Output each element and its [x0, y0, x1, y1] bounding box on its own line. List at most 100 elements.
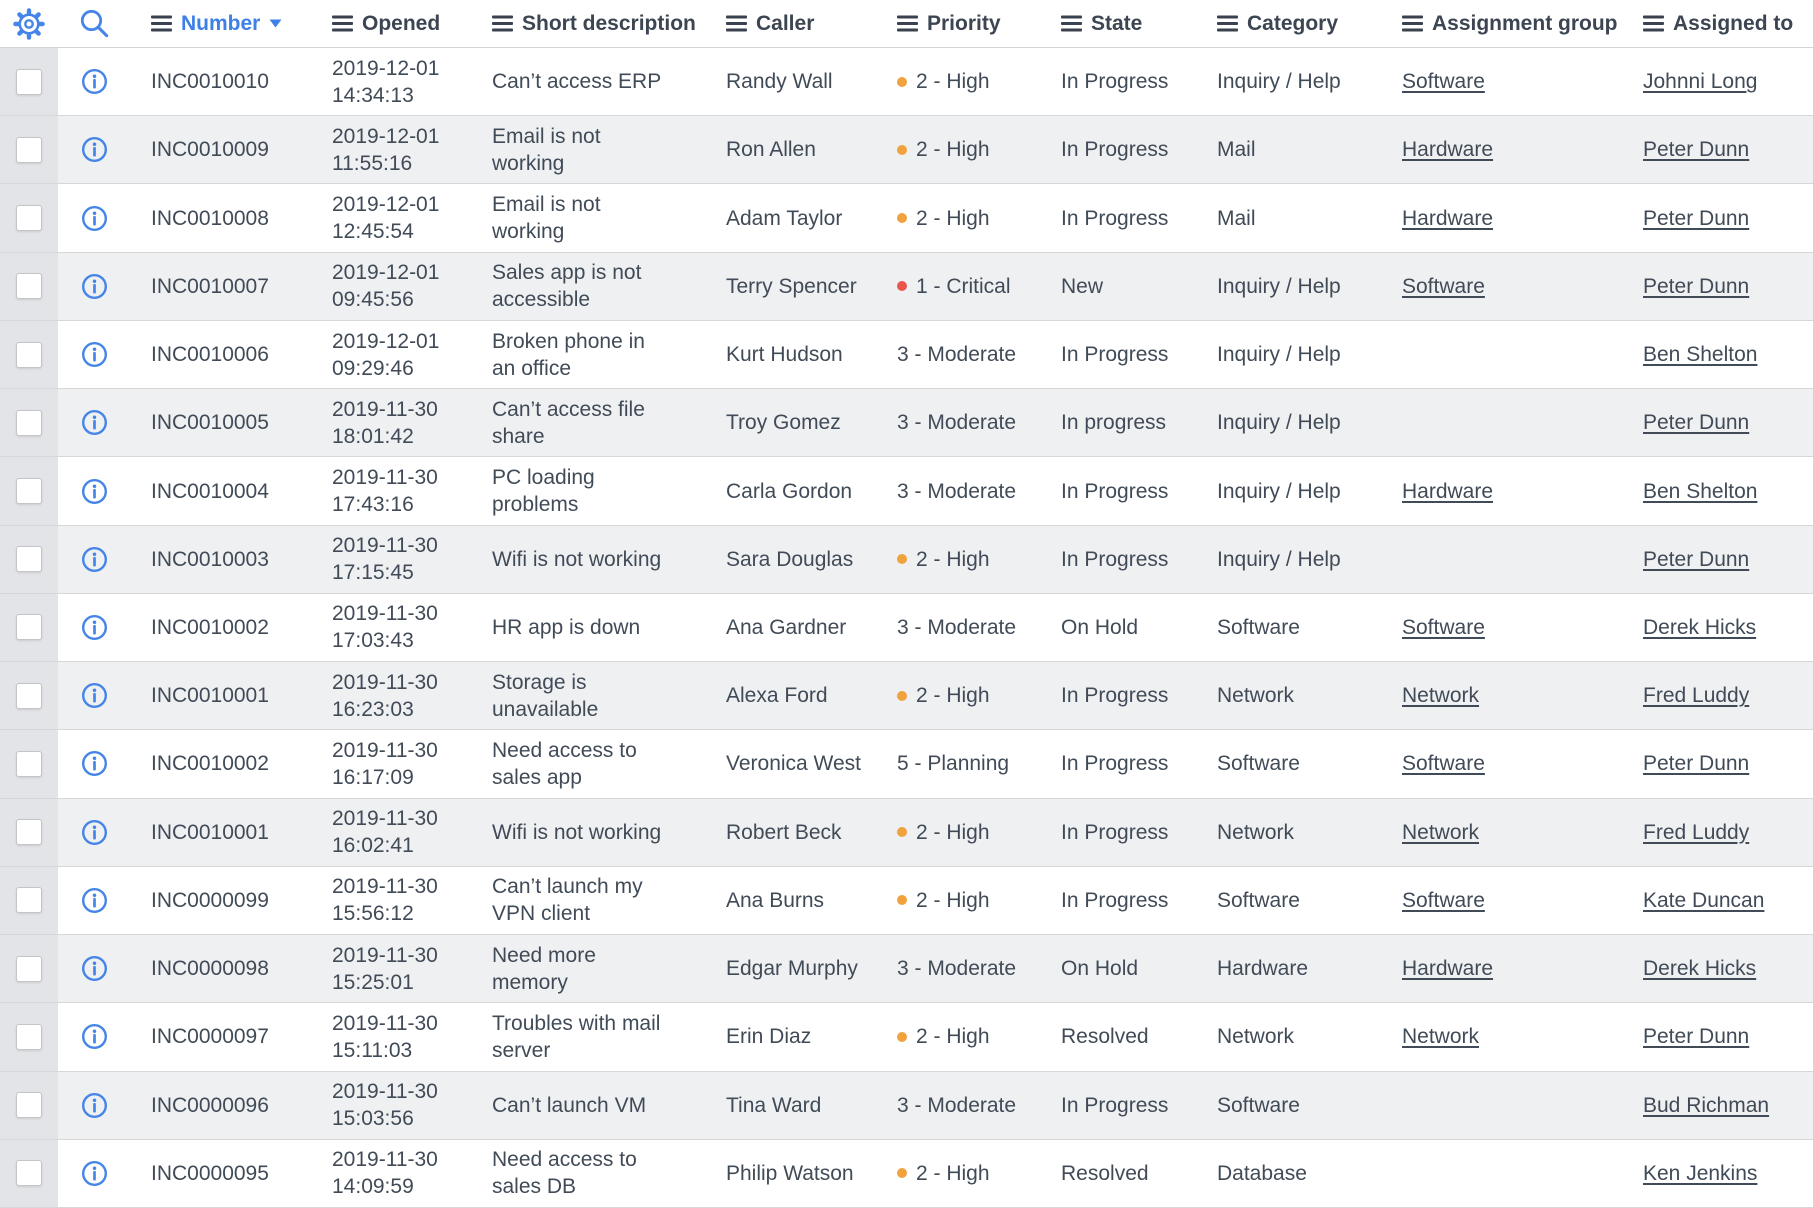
- number-cell[interactable]: INC0000098: [151, 957, 269, 981]
- row-checkbox[interactable]: [16, 273, 42, 300]
- assigned-to-link[interactable]: Fred Luddy: [1643, 820, 1750, 844]
- row-checkbox[interactable]: [16, 205, 42, 232]
- assigned-to-link[interactable]: Ben Shelton: [1643, 479, 1758, 503]
- column-menu-icon[interactable]: [1402, 15, 1423, 32]
- column-header-caller[interactable]: Caller: [702, 0, 874, 47]
- number-cell[interactable]: INC0010003: [151, 547, 269, 571]
- number-cell[interactable]: INC0000095: [151, 1161, 269, 1185]
- assignment-group-link[interactable]: Network: [1402, 684, 1480, 708]
- info-circle-icon[interactable]: [80, 954, 109, 983]
- assigned-to-link[interactable]: Peter Dunn: [1643, 206, 1750, 230]
- row-checkbox[interactable]: [16, 1160, 42, 1187]
- info-circle-icon[interactable]: [80, 818, 109, 847]
- assigned-to-link[interactable]: Peter Dunn: [1643, 752, 1750, 776]
- row-checkbox[interactable]: [16, 819, 42, 846]
- column-menu-icon[interactable]: [332, 15, 353, 32]
- info-circle-icon[interactable]: [80, 204, 109, 233]
- assigned-to-link[interactable]: Peter Dunn: [1643, 411, 1750, 435]
- row-checkbox[interactable]: [16, 955, 42, 982]
- row-checkbox[interactable]: [16, 478, 42, 505]
- row-checkbox[interactable]: [16, 136, 42, 163]
- info-circle-icon[interactable]: [80, 749, 109, 778]
- assignment-group-link[interactable]: Hardware: [1402, 957, 1494, 981]
- info-circle-icon[interactable]: [80, 1159, 109, 1188]
- column-menu-icon[interactable]: [726, 15, 747, 32]
- info-circle-icon[interactable]: [80, 545, 109, 574]
- column-menu-icon[interactable]: [151, 15, 172, 32]
- info-circle-icon[interactable]: [80, 1091, 109, 1120]
- assigned-to-link[interactable]: Bud Richman: [1643, 1093, 1770, 1117]
- assignment-group-link[interactable]: Network: [1402, 820, 1480, 844]
- column-header-assignment_group[interactable]: Assignment group: [1378, 0, 1618, 47]
- assigned-to-link[interactable]: Peter Dunn: [1643, 138, 1750, 162]
- column-menu-icon[interactable]: [1061, 15, 1082, 32]
- assignment-group-link[interactable]: Hardware: [1402, 138, 1494, 162]
- info-circle-icon[interactable]: [80, 681, 109, 710]
- assignment-group-link[interactable]: Software: [1402, 615, 1485, 639]
- assigned-to-link[interactable]: Peter Dunn: [1643, 547, 1750, 571]
- number-cell[interactable]: INC0010001: [151, 820, 269, 844]
- info-circle-icon[interactable]: [80, 135, 109, 164]
- number-cell[interactable]: INC0010002: [151, 752, 269, 776]
- column-header-state[interactable]: State: [1040, 0, 1196, 47]
- number-cell[interactable]: INC0000097: [151, 1025, 269, 1049]
- number-cell[interactable]: INC0010009: [151, 138, 269, 162]
- number-cell[interactable]: INC0010002: [151, 615, 269, 639]
- info-circle-icon[interactable]: [80, 477, 109, 506]
- info-circle-icon[interactable]: [80, 886, 109, 915]
- row-checkbox[interactable]: [16, 682, 42, 709]
- assigned-to-link[interactable]: Derek Hicks: [1643, 957, 1757, 981]
- column-header-assigned_to[interactable]: Assigned to: [1616, 0, 1813, 47]
- column-header-number[interactable]: Number: [130, 0, 308, 47]
- row-checkbox[interactable]: [16, 887, 42, 914]
- row-checkbox[interactable]: [16, 1023, 42, 1050]
- info-circle-icon[interactable]: [80, 613, 109, 642]
- column-header-short_description[interactable]: Short description: [468, 0, 702, 47]
- number-cell[interactable]: INC0010004: [151, 479, 269, 503]
- row-checkbox[interactable]: [16, 614, 42, 641]
- row-checkbox[interactable]: [16, 1092, 42, 1119]
- number-cell[interactable]: INC0000099: [151, 888, 269, 912]
- number-cell[interactable]: INC0010010: [151, 70, 269, 94]
- column-header-priority[interactable]: Priority: [874, 0, 1040, 47]
- row-checkbox[interactable]: [16, 546, 42, 573]
- row-checkbox[interactable]: [16, 750, 42, 777]
- info-circle-icon[interactable]: [80, 1022, 109, 1051]
- column-menu-icon[interactable]: [492, 15, 513, 32]
- assigned-to-link[interactable]: Johnni Long: [1643, 70, 1758, 94]
- assigned-to-link[interactable]: Ken Jenkins: [1643, 1161, 1758, 1185]
- row-checkbox[interactable]: [16, 68, 42, 95]
- assignment-group-link[interactable]: Software: [1402, 752, 1485, 776]
- assignment-group-link[interactable]: Software: [1402, 274, 1485, 298]
- gear-icon[interactable]: [12, 7, 46, 41]
- assigned-to-link[interactable]: Ben Shelton: [1643, 343, 1758, 367]
- assigned-to-link[interactable]: Kate Duncan: [1643, 888, 1765, 912]
- info-circle-icon[interactable]: [80, 67, 109, 96]
- sort-descending-icon[interactable]: [269, 19, 282, 28]
- number-cell[interactable]: INC0010007: [151, 274, 269, 298]
- info-circle-icon[interactable]: [80, 408, 109, 437]
- assignment-group-link[interactable]: Hardware: [1402, 206, 1494, 230]
- column-menu-icon[interactable]: [1643, 15, 1664, 32]
- info-circle-icon[interactable]: [80, 272, 109, 301]
- assigned-to-link[interactable]: Peter Dunn: [1643, 1025, 1750, 1049]
- info-circle-icon[interactable]: [80, 340, 109, 369]
- column-menu-icon[interactable]: [897, 15, 918, 32]
- assignment-group-link[interactable]: Hardware: [1402, 479, 1494, 503]
- column-header-opened[interactable]: Opened: [308, 0, 468, 47]
- row-checkbox[interactable]: [16, 409, 42, 436]
- number-cell[interactable]: INC0010001: [151, 684, 269, 708]
- number-cell[interactable]: INC0010008: [151, 206, 269, 230]
- assigned-to-link[interactable]: Fred Luddy: [1643, 684, 1750, 708]
- assignment-group-link[interactable]: Software: [1402, 70, 1485, 94]
- number-cell[interactable]: INC0010005: [151, 411, 269, 435]
- assigned-to-link[interactable]: Peter Dunn: [1643, 274, 1750, 298]
- assignment-group-link[interactable]: Software: [1402, 888, 1485, 912]
- assigned-to-link[interactable]: Derek Hicks: [1643, 615, 1757, 639]
- row-checkbox[interactable]: [16, 341, 42, 368]
- column-menu-icon[interactable]: [1217, 15, 1238, 32]
- number-cell[interactable]: INC0000096: [151, 1093, 269, 1117]
- number-cell[interactable]: INC0010006: [151, 343, 269, 367]
- assignment-group-link[interactable]: Network: [1402, 1025, 1480, 1049]
- column-header-category[interactable]: Category: [1196, 0, 1378, 47]
